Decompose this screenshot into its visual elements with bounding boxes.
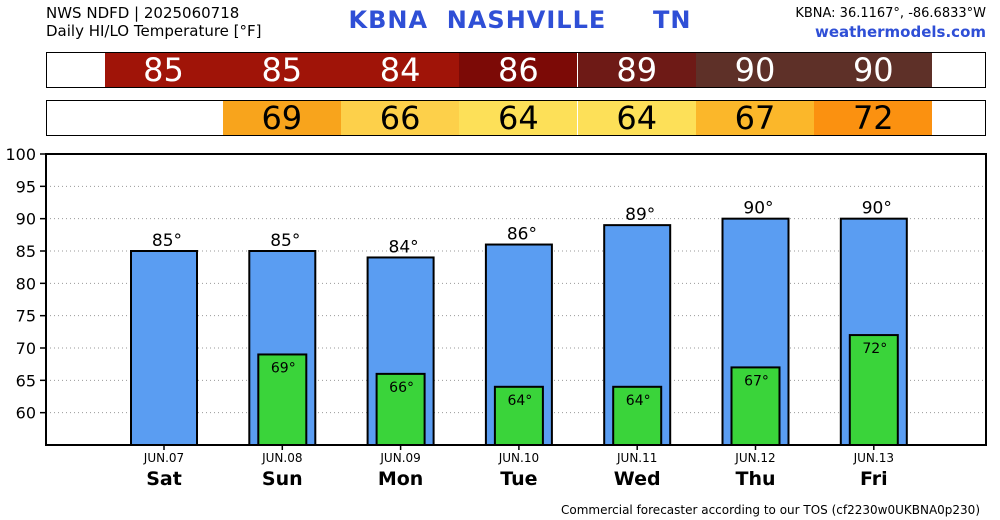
high-bar-label: 89°	[625, 205, 655, 225]
x-date-label: JUN.13	[853, 451, 894, 465]
x-weekday-label: Tue	[500, 468, 537, 490]
low-bar	[848, 334, 899, 446]
low-bar	[257, 353, 308, 446]
header-right: KBNA: 36.1167°, -86.6833°W weathermodels…	[795, 4, 986, 42]
header-left: NWS NDFD | 2025060718 Daily HI/LO Temper…	[46, 4, 262, 40]
y-tick-label: 85	[16, 242, 36, 261]
high-temp-cell: 90	[814, 53, 933, 87]
site-link[interactable]: weathermodels.com	[814, 23, 986, 41]
high-bar-label: 84°	[389, 237, 419, 257]
x-date-label: JUN.09	[379, 451, 420, 465]
high-temp-cell: 85	[104, 53, 223, 87]
high-temperature-strip: 85 85 84 86 89 90 90	[46, 52, 986, 88]
low-bar-label: 64°	[507, 393, 532, 409]
low-bar	[612, 385, 663, 447]
high-temp-cell: 90	[696, 53, 814, 87]
x-weekday-label: Sun	[262, 468, 303, 490]
low-bar-label: 69°	[271, 360, 296, 376]
high-bar-label: 85°	[270, 231, 300, 251]
y-tick-label: 95	[16, 177, 36, 196]
y-tick-label: 100	[5, 145, 36, 164]
x-date-label: JUN.10	[498, 451, 539, 465]
x-weekday-label: Thu	[735, 468, 775, 490]
low-temp-cell	[104, 101, 223, 135]
footer-note: Commercial forecaster according to our T…	[560, 503, 980, 517]
x-weekday-label: Mon	[378, 468, 424, 490]
low-bar-label: 64°	[626, 393, 651, 409]
low-temp-cell: 66	[341, 101, 460, 135]
plot-frame	[45, 153, 987, 446]
high-temp-cell: 86	[459, 53, 578, 87]
low-temp-cell: 64	[459, 101, 578, 135]
x-date-label: JUN.07	[143, 451, 184, 465]
low-bar-label: 72°	[862, 341, 887, 357]
high-bar	[130, 250, 198, 446]
y-tick-label: 80	[16, 274, 36, 293]
low-bar-label: 67°	[744, 373, 769, 389]
x-date-label: JUN.12	[734, 451, 775, 465]
low-bar	[493, 385, 544, 447]
low-bar-label: 66°	[389, 380, 414, 396]
y-tick-label: 75	[16, 307, 36, 326]
low-temp-cell: 64	[577, 101, 696, 135]
high-bar-label: 85°	[152, 231, 182, 251]
y-tick-label: 90	[16, 210, 36, 229]
station-coords: KBNA: 36.1167°, -86.6833°W	[795, 6, 986, 21]
high-bar-label: 86°	[507, 225, 537, 245]
x-weekday-label: Fri	[860, 468, 888, 490]
high-bar-label: 90°	[862, 199, 892, 219]
y-tick-label: 70	[16, 339, 36, 358]
low-temp-cell: 69	[222, 101, 341, 135]
high-temp-cell: 84	[341, 53, 460, 87]
y-tick-label: 65	[16, 371, 36, 390]
x-date-label: JUN.11	[616, 451, 657, 465]
high-bar-label: 90°	[743, 199, 773, 219]
x-date-label: JUN.08	[261, 451, 302, 465]
temperature-bar-chart: 60 65 70 75 80 85 90 95 100 85° 85° 84° 86° 89° 90° 90°…	[5, 145, 987, 490]
product-line: NWS NDFD | 2025060718	[46, 4, 240, 22]
low-temperature-strip: 69 66 64 64 67 72	[46, 100, 986, 136]
variable-line: Daily HI/LO Temperature [°F]	[46, 22, 262, 40]
x-weekday-label: Sat	[146, 468, 182, 490]
high-temp-cell: 89	[577, 53, 696, 87]
high-temp-cell: 85	[222, 53, 341, 87]
y-tick-label: 60	[16, 404, 36, 423]
low-temp-cell: 67	[696, 101, 814, 135]
low-temp-cell: 72	[814, 101, 933, 135]
x-weekday-label: Wed	[614, 468, 661, 490]
station-title: KBNA NASHVILLE TN	[348, 6, 692, 34]
